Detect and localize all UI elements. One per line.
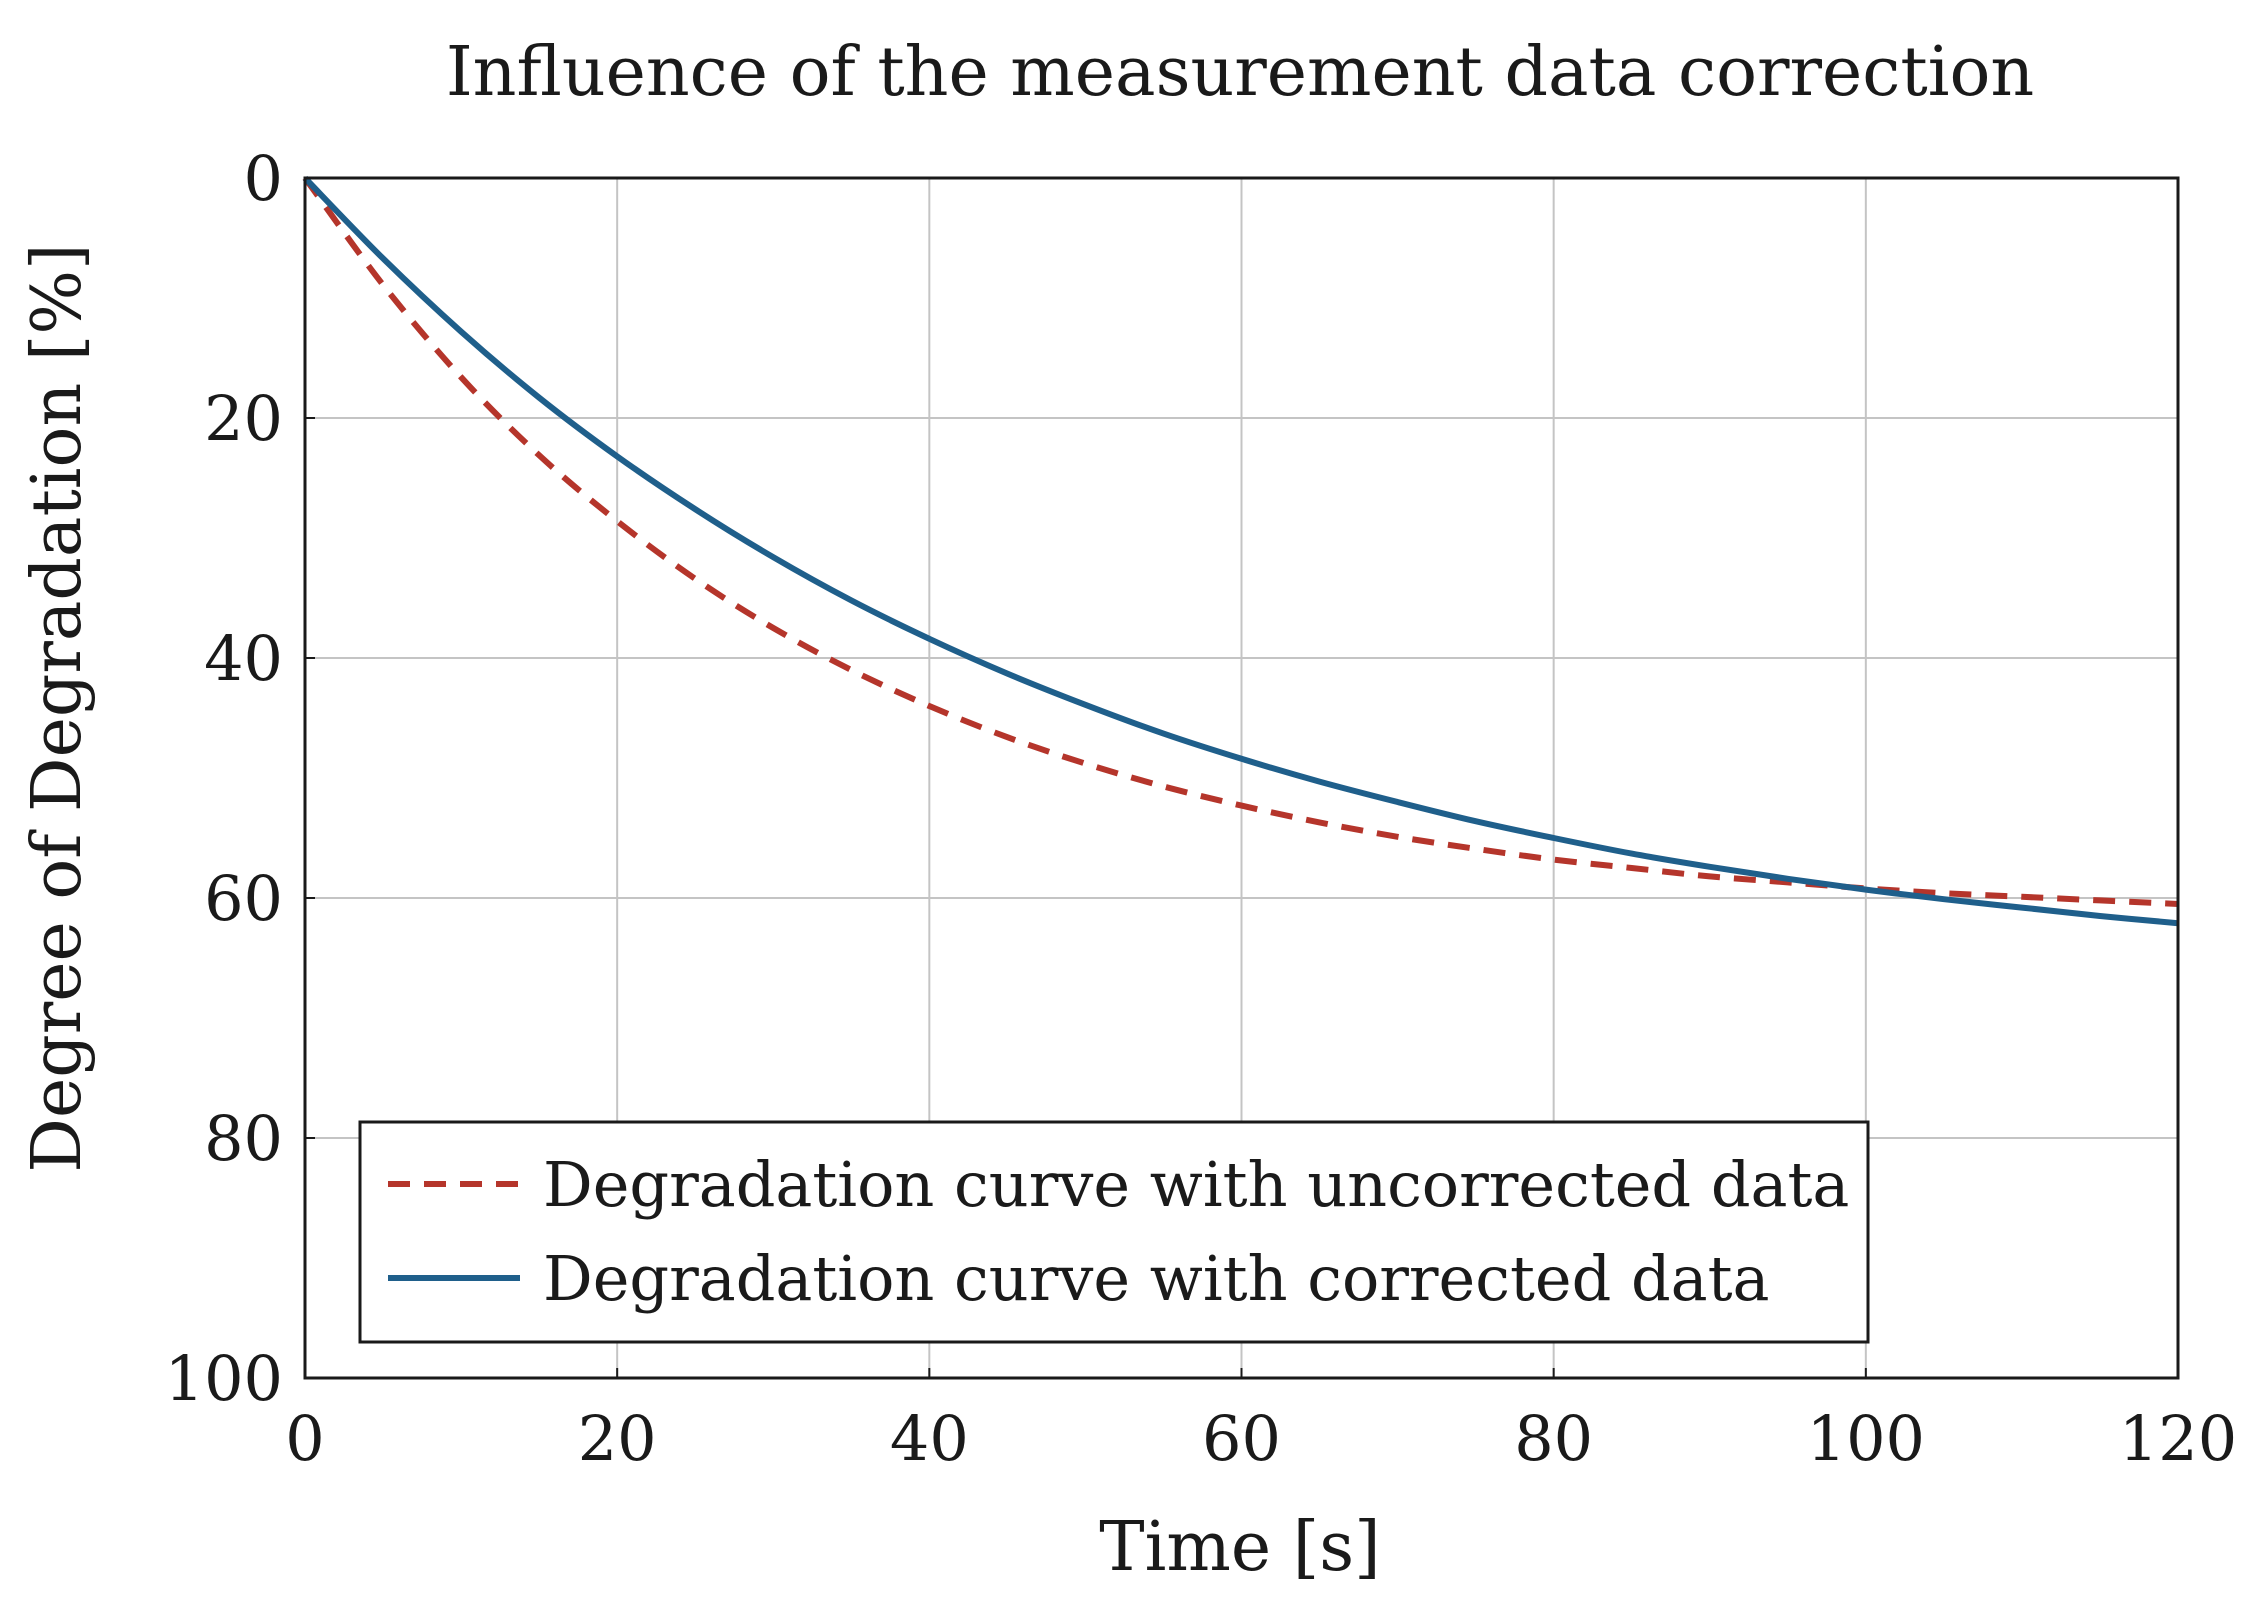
y-tick-label: 40 xyxy=(204,622,283,695)
x-tick-label: 60 xyxy=(1202,1402,1281,1475)
legend-label-2: Degradation curve with corrected data xyxy=(543,1242,1770,1315)
y-tick-label: 60 xyxy=(204,862,283,935)
y-tick-label: 20 xyxy=(204,382,283,455)
x-tick-label: 20 xyxy=(578,1402,657,1475)
x-tick-label: 80 xyxy=(1514,1402,1593,1475)
x-tick-label: 100 xyxy=(1807,1402,1925,1475)
series-group xyxy=(302,175,2179,927)
y-tick-label: 0 xyxy=(244,142,283,215)
y-axis-title: Degree of Degradation [%] xyxy=(18,243,97,1172)
legend: Degradation curve with uncorrected data D… xyxy=(358,1120,1870,1344)
tick-labels: 0 20 40 60 80 100 120 0 20 40 60 80 100 xyxy=(165,142,2238,1475)
x-axis-title: Time [s] xyxy=(1099,1508,1380,1587)
x-tick-label: 40 xyxy=(890,1402,969,1475)
y-tick-label: 100 xyxy=(165,1342,283,1415)
legend-label-1: Degradation curve with uncorrected data xyxy=(543,1148,1849,1221)
x-tick-label: 0 xyxy=(285,1402,324,1475)
legend-box xyxy=(358,1120,1870,1344)
x-tick-label: 120 xyxy=(2119,1402,2237,1475)
series-line-2 xyxy=(302,175,2179,927)
y-tick-label: 80 xyxy=(204,1102,283,1175)
chart-title: Influence of the measurement data correc… xyxy=(446,33,2034,112)
